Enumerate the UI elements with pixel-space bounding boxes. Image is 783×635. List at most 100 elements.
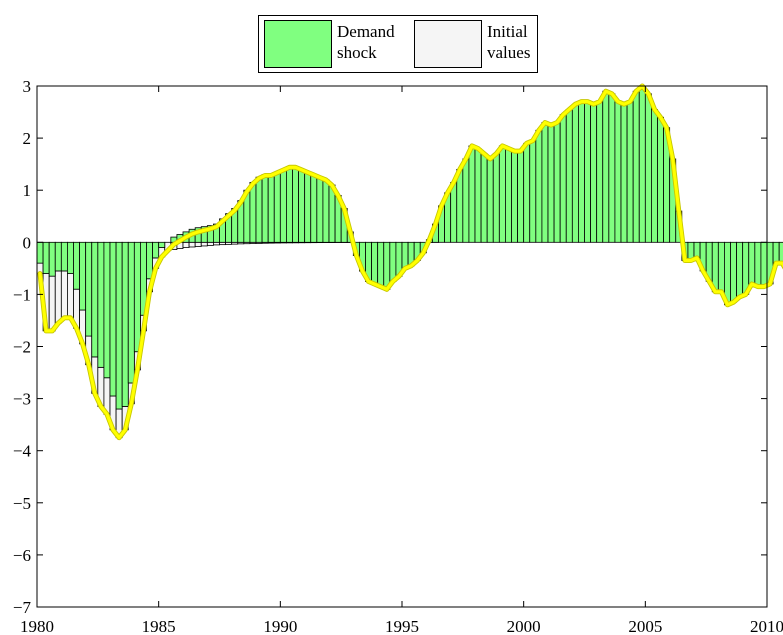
demand-shock-bar (377, 241, 385, 287)
demand-shock-bar (748, 241, 756, 285)
legend-label-line: shock (337, 43, 377, 62)
y-tick-label: 2 (23, 129, 32, 148)
demand-shock-bar (468, 145, 476, 243)
y-tick-label: −5 (13, 494, 31, 513)
demand-shock-bar (772, 241, 780, 264)
demand-shock-bar (121, 241, 129, 407)
demand-shock-bar (517, 150, 525, 243)
y-tick-label: 0 (23, 233, 32, 252)
y-tick-label: −1 (13, 285, 31, 304)
initial-values-bar (194, 241, 202, 247)
demand-shock-bar (730, 241, 737, 303)
demand-shock-bar (79, 241, 87, 311)
demand-shock-bar (736, 241, 744, 298)
demand-shock-bar (590, 103, 598, 243)
initial-values-bar (48, 275, 56, 332)
demand-shock-bar (261, 174, 269, 243)
demand-shock-bar (292, 166, 299, 243)
demand-shock-bar (474, 148, 482, 243)
demand-shock-bar (371, 241, 379, 285)
demand-shock-bar (620, 103, 628, 243)
demand-shock-bar (48, 241, 56, 277)
demand-shock-bar (602, 90, 610, 243)
demand-shock-bar (279, 168, 287, 243)
demand-shock-bar (578, 101, 585, 243)
demand-shock-bar (760, 241, 768, 287)
demand-shock-bar (535, 129, 543, 243)
initial-values-bar (67, 273, 74, 319)
initial-values-bar (206, 241, 214, 246)
demand-shock-bar (571, 103, 579, 243)
axis-ticks (36, 85, 768, 608)
demand-shock-bar (67, 241, 74, 274)
demand-shock-bar (565, 109, 573, 243)
demand-shock-bar (109, 241, 117, 397)
y-tick-label: −4 (13, 442, 32, 461)
demand-shock-bar (462, 158, 470, 243)
initial-values-bar (54, 270, 62, 324)
legend-label-line: values (487, 43, 531, 62)
initial-values-bar (182, 241, 190, 248)
x-tick-label: 1990 (263, 617, 297, 635)
x-tick-label: 1980 (20, 617, 54, 635)
x-tick-label: 1995 (385, 617, 419, 635)
demand-shock-bar (541, 122, 549, 243)
x-tick-label: 2000 (507, 617, 541, 635)
demand-shock-bar (249, 181, 257, 243)
demand-shock-bar (754, 241, 762, 287)
demand-shock-bar (401, 241, 409, 269)
demand-shock-bar (286, 166, 293, 243)
legend-label-line: Initial (487, 22, 528, 41)
demand-shock-bar (632, 90, 640, 243)
total-line (37, 83, 783, 441)
demand-shock-bar (91, 241, 99, 358)
demand-shock-bar (559, 114, 567, 243)
demand-shock-bar (778, 241, 783, 264)
demand-shock-bar (638, 85, 646, 243)
x-tick-label: 1985 (142, 617, 176, 635)
demand-shock-bar (316, 176, 324, 243)
demand-shock-bar (73, 241, 80, 290)
demand-shock-bar (626, 101, 634, 243)
demand-shock-bar (60, 241, 68, 272)
total-line-path (38, 84, 783, 440)
demand-shock-bar (103, 241, 111, 379)
demand-shock-bar (492, 153, 500, 243)
demand-shock-bar (657, 116, 664, 243)
x-axis-tick-labels: 1980 1985 1990 1995 2000 2005 2010 (20, 617, 783, 635)
y-tick-label: −3 (13, 390, 31, 409)
demand-shock-bar (36, 241, 44, 264)
legend-label-initial-values: Initial values (487, 21, 557, 63)
demand-shock-bar (273, 171, 281, 243)
demand-shock-bar (133, 241, 141, 353)
demand-shock-bar (717, 241, 725, 293)
legend: Demand shock Initial values (258, 15, 538, 73)
demand-shock-bar (450, 181, 458, 243)
demand-shock-bar (54, 241, 62, 272)
demand-shock-bar (529, 140, 537, 243)
demand-shock-bar (322, 179, 330, 243)
demand-shock-bar (389, 241, 397, 282)
demand-shock-bar (255, 176, 263, 243)
demand-shock-bar (127, 241, 135, 384)
demand-shock-bar (547, 124, 555, 243)
demand-shock-bar (511, 150, 518, 243)
legend-label-demand-shock: Demand shock (337, 21, 407, 63)
y-tick-label: −7 (13, 598, 32, 617)
y-tick-label: −2 (13, 338, 31, 357)
demand-shock-bar (486, 158, 494, 243)
demand-shock-bar (608, 93, 616, 243)
initial-values-bar (60, 270, 68, 319)
demand-shock-bar (383, 241, 391, 290)
demand-shock-bar (42, 241, 50, 274)
demand-shock-bar (146, 241, 153, 280)
demand-shock-bar (498, 145, 506, 243)
demand-shock-bar (644, 93, 652, 243)
demand-shock-bar (152, 241, 160, 259)
demand-shock-bar (505, 148, 512, 243)
y-tick-label: 3 (23, 77, 32, 96)
x-tick-label: 2005 (628, 617, 662, 635)
demand-shock-bar (651, 109, 658, 243)
x-tick-label: 2010 (750, 617, 783, 635)
